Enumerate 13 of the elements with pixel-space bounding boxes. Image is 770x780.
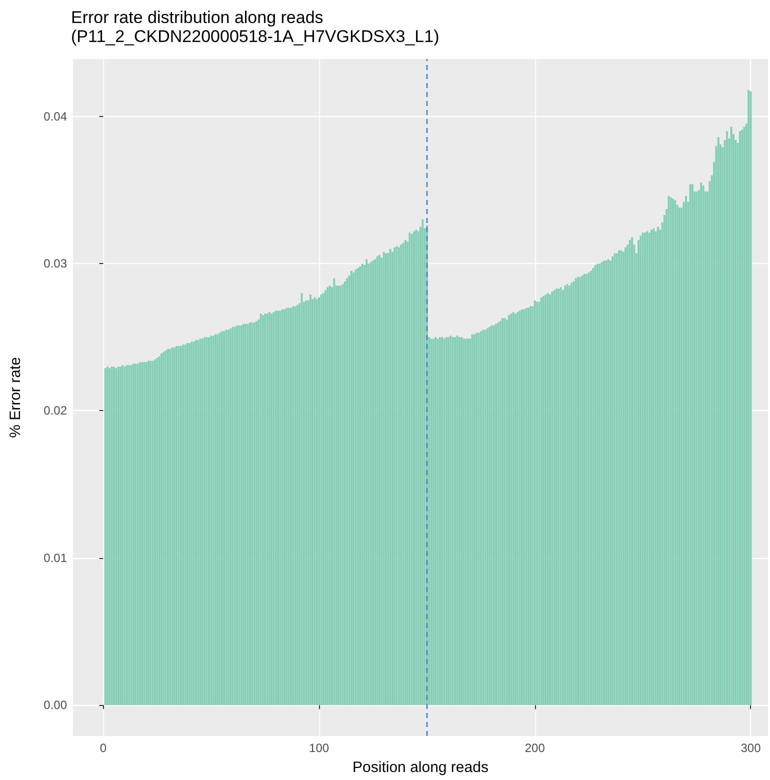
y-tick-label: 0.03 bbox=[44, 256, 68, 271]
x-tick-label: 300 bbox=[740, 741, 762, 755]
chart-title: Error rate distribution along reads bbox=[71, 8, 324, 27]
y-tick-label: 0.01 bbox=[44, 550, 68, 565]
x-tick-label: 100 bbox=[309, 741, 330, 755]
chart-subtitle: (P11_2_CKDN220000518-1A_H7VGKDSX3_L1) bbox=[71, 27, 440, 46]
y-tick-label: 0.02 bbox=[44, 404, 68, 418]
y-tick-label: 0.00 bbox=[44, 698, 68, 712]
x-axis-title: Position along reads bbox=[352, 759, 488, 776]
x-tick-label: 0 bbox=[100, 741, 107, 755]
y-axis-title: % Error rate bbox=[7, 357, 24, 438]
y-tick-label: 0.04 bbox=[44, 109, 68, 124]
x-tick-label: 200 bbox=[524, 741, 546, 755]
